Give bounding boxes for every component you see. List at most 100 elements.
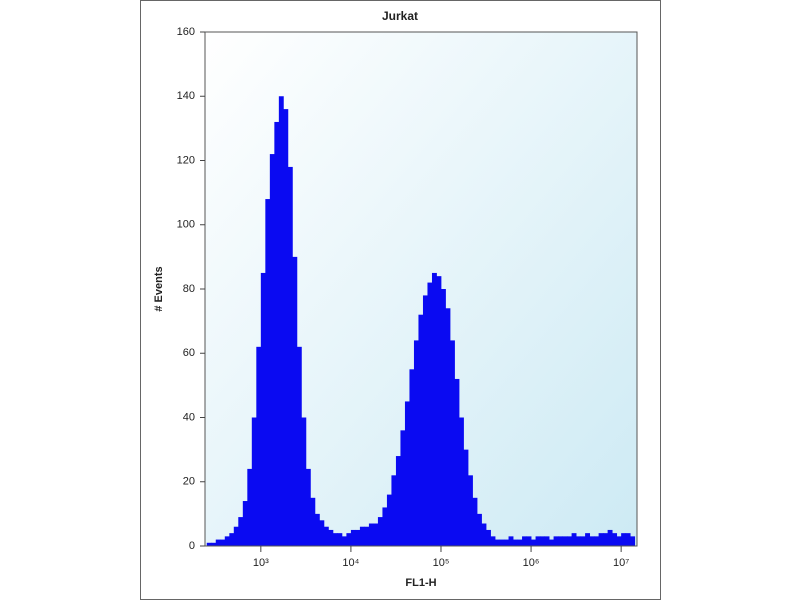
- bar: [621, 533, 627, 546]
- bar: [427, 282, 433, 546]
- bar: [625, 533, 631, 546]
- x-tick-label: 10⁵: [433, 557, 450, 569]
- bar: [328, 529, 334, 546]
- bar: [247, 468, 253, 546]
- bar: [296, 346, 302, 546]
- bar: [558, 536, 563, 546]
- bar: [301, 417, 307, 546]
- bar: [495, 539, 500, 546]
- bar: [305, 468, 311, 546]
- bar: [206, 542, 212, 546]
- bar: [233, 526, 239, 546]
- bar: [382, 507, 388, 546]
- bar: [463, 449, 469, 546]
- bar: [274, 121, 280, 546]
- bar: [251, 417, 257, 546]
- bar: [400, 430, 406, 546]
- bar: [481, 523, 487, 546]
- bar: [504, 539, 509, 546]
- y-tick-label: 100: [177, 219, 195, 231]
- y-tick-label: 60: [183, 347, 195, 359]
- bar: [256, 346, 262, 546]
- bar: [535, 536, 541, 546]
- bar: [413, 340, 419, 546]
- y-tick-label: 40: [183, 411, 195, 423]
- bar: [265, 199, 271, 547]
- bar: [395, 456, 401, 546]
- bar: [589, 536, 595, 546]
- bar: [341, 536, 347, 546]
- bar: [355, 529, 361, 546]
- x-tick-label: 10⁶: [523, 557, 540, 569]
- y-tick-label: 120: [177, 154, 195, 166]
- bar: [517, 539, 523, 546]
- bar: [364, 526, 370, 546]
- bar: [278, 96, 284, 546]
- bar: [486, 529, 491, 546]
- x-tick-label: 10⁴: [342, 557, 359, 569]
- bar: [260, 272, 266, 546]
- bar: [220, 539, 226, 546]
- histogram: [206, 96, 636, 547]
- chart-title: Jurkat: [382, 9, 418, 23]
- bar: [391, 475, 397, 546]
- bar: [332, 533, 338, 546]
- bar: [323, 526, 329, 546]
- y-tick-label: 160: [177, 26, 195, 38]
- bar: [540, 536, 545, 546]
- bar: [630, 536, 636, 546]
- bar: [269, 154, 275, 546]
- bar: [350, 529, 356, 546]
- bar: [224, 536, 230, 546]
- bar: [418, 314, 424, 546]
- bar: [445, 308, 451, 546]
- bar: [359, 526, 365, 546]
- y-tick-label: 20: [183, 476, 195, 488]
- bar: [319, 520, 325, 546]
- bar: [531, 539, 536, 546]
- bar: [490, 536, 496, 546]
- bar: [238, 517, 244, 546]
- bar: [522, 536, 527, 546]
- bar: [287, 166, 293, 547]
- bar: [386, 494, 392, 546]
- x-axis-label: FL1-H: [405, 577, 436, 589]
- bar: [612, 533, 618, 546]
- bar: [553, 536, 559, 546]
- bar: [468, 475, 473, 546]
- bar: [526, 536, 532, 546]
- y-tick-label: 0: [189, 540, 195, 552]
- bar: [422, 295, 428, 546]
- bar: [607, 529, 613, 546]
- bar: [440, 289, 446, 546]
- bar: [603, 533, 609, 546]
- bar: [477, 513, 482, 546]
- bar: [436, 276, 442, 546]
- bar: [292, 256, 298, 546]
- bar: [283, 109, 289, 546]
- bar: [449, 340, 455, 546]
- bar: [229, 533, 235, 546]
- bar: [580, 536, 586, 546]
- bar: [337, 533, 343, 546]
- bar: [513, 539, 518, 546]
- bar: [242, 501, 248, 546]
- bar: [585, 533, 591, 546]
- x-tick-label: 10³: [253, 557, 269, 569]
- bar: [404, 401, 410, 546]
- y-axis-label: # Events: [153, 266, 165, 311]
- bar: [472, 497, 478, 546]
- bar: [373, 523, 379, 546]
- y-tick-label: 80: [183, 283, 195, 295]
- bar: [567, 536, 572, 546]
- bar: [368, 523, 374, 546]
- bar: [598, 533, 604, 546]
- bar: [571, 533, 577, 546]
- bar: [459, 417, 464, 546]
- bar: [211, 542, 217, 546]
- bar: [215, 539, 221, 546]
- bar: [454, 378, 460, 546]
- bar: [409, 369, 415, 546]
